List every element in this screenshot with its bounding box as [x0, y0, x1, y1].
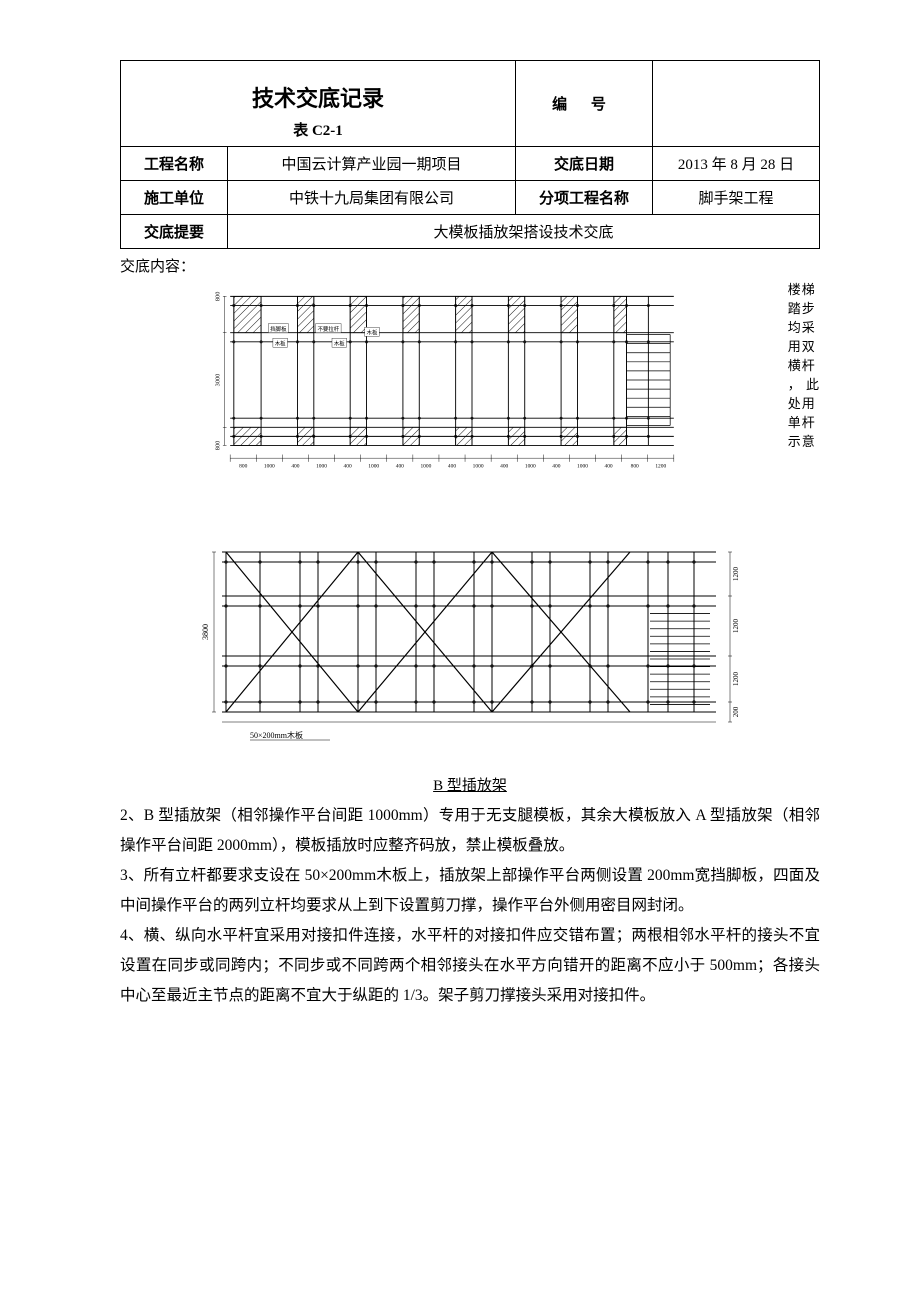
svg-text:木板: 木板 [334, 339, 345, 347]
svg-text:400: 400 [500, 463, 508, 469]
svg-text:400: 400 [291, 463, 299, 469]
diagram-1: 8003000800挡脚板不要拉杆木板木板木板80010004001000400… [192, 280, 712, 480]
svg-text:1200: 1200 [732, 619, 740, 634]
svg-text:400: 400 [448, 463, 456, 469]
svg-text:200: 200 [732, 706, 740, 717]
svg-text:挡脚板: 挡脚板 [270, 325, 287, 333]
svg-text:3000: 3000 [214, 374, 221, 387]
body-text: 2、B 型插放架（相邻操作平台间距 1000mm）专用于无支腿模板，其余大模板放… [120, 801, 820, 1011]
row2-label2: 分项工程名称 [516, 181, 653, 215]
svg-text:1000: 1000 [264, 463, 275, 469]
svg-text:1000: 1000 [577, 463, 588, 469]
svg-text:400: 400 [396, 463, 404, 469]
svg-text:木板: 木板 [366, 329, 377, 337]
svg-text:3800: 3800 [201, 624, 210, 640]
svg-text:1000: 1000 [316, 463, 327, 469]
content-label: 交底内容： [120, 255, 820, 276]
svg-text:1000: 1000 [420, 463, 431, 469]
code-value [653, 61, 820, 147]
svg-text:800: 800 [214, 292, 221, 302]
diagram-2: 3800 1200 1200 1200 200 50×200mm木板 [190, 536, 750, 756]
svg-text:400: 400 [343, 463, 351, 469]
svg-text:50×200mm木板: 50×200mm木板 [250, 730, 303, 740]
header-table: 技术交底记录 表 C2-1 编 号 工程名称 中国云计算产业园一期项目 交底日期… [120, 60, 820, 249]
svg-text:木板: 木板 [275, 339, 286, 347]
row1-v1: 中国云计算产业园一期项目 [228, 147, 516, 181]
row1-label: 工程名称 [121, 147, 228, 181]
summary-label: 交底提要 [121, 215, 228, 249]
svg-text:1200: 1200 [655, 463, 666, 469]
caption: B 型插放架 [120, 774, 820, 795]
svg-text:1200: 1200 [732, 567, 740, 582]
row2-v2: 脚手架工程 [653, 181, 820, 215]
svg-text:不要拉杆: 不要拉杆 [317, 325, 339, 333]
doc-subtitle: 表 C2-1 [129, 119, 507, 140]
svg-text:800: 800 [239, 463, 247, 469]
svg-text:1000: 1000 [473, 463, 484, 469]
svg-text:400: 400 [552, 463, 560, 469]
code-label: 编 号 [516, 61, 653, 147]
svg-text:1200: 1200 [732, 672, 740, 687]
doc-title: 技术交底记录 [129, 67, 507, 113]
svg-text:800: 800 [630, 463, 638, 469]
svg-text:1000: 1000 [525, 463, 536, 469]
row2-label: 施工单位 [121, 181, 228, 215]
row2-v1: 中铁十九局集团有限公司 [228, 181, 516, 215]
summary-value: 大模板插放架搭设技术交底 [228, 215, 820, 249]
svg-text:1000: 1000 [368, 463, 379, 469]
row1-label2: 交底日期 [516, 147, 653, 181]
svg-text:400: 400 [604, 463, 612, 469]
row1-v2: 2013 年 8 月 28 日 [653, 147, 820, 181]
svg-text:800: 800 [214, 441, 221, 451]
side-note: 楼梯踏步均采用双横杆， 此处用单杆示意 [788, 280, 820, 451]
